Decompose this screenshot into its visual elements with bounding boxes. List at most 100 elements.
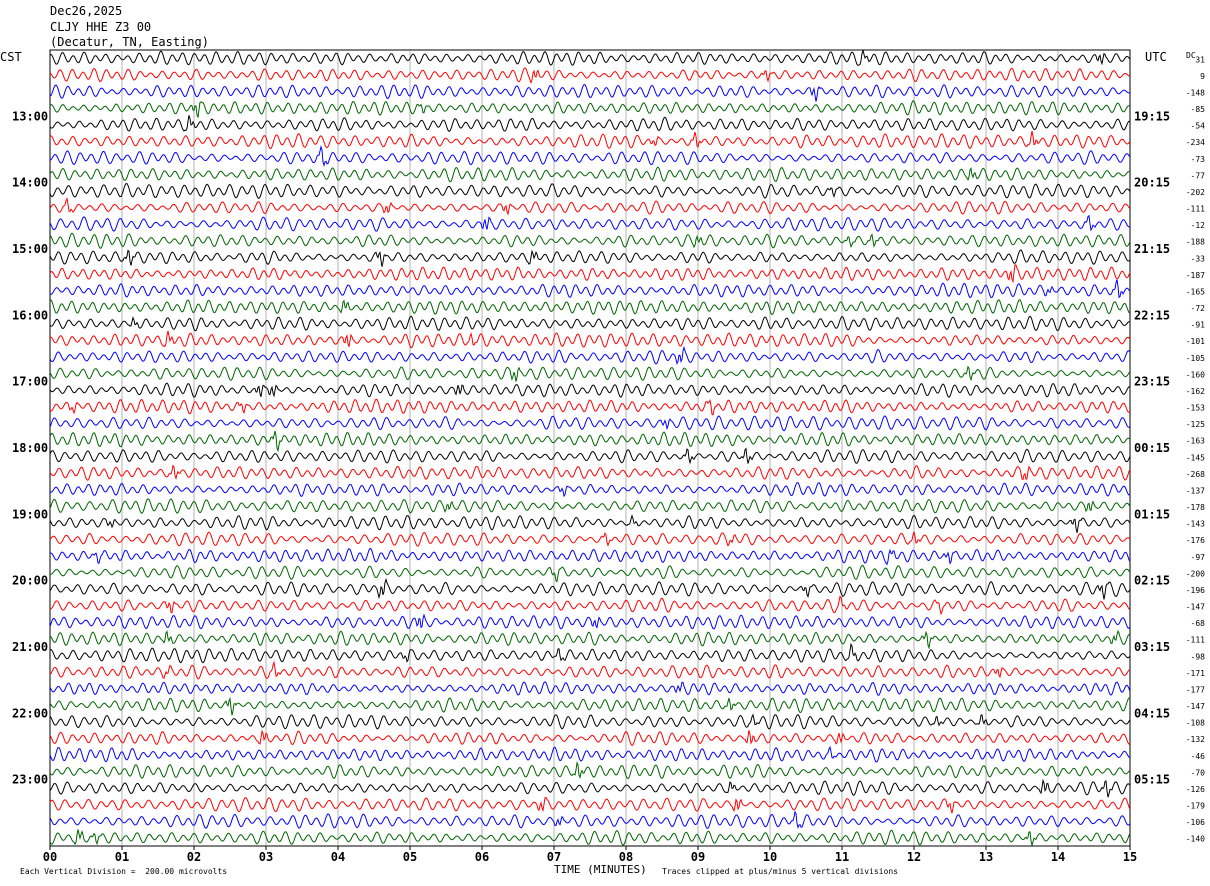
trace-row-13 [49,263,1131,284]
left-hour-label: 20:00 [12,574,48,588]
x-tick-label: 06 [475,850,489,864]
dc-label: DC [1186,51,1196,60]
x-tick-label: 01 [115,850,129,864]
dc-offset-value: -108 [1186,719,1205,728]
trace-row-40 [49,713,1131,730]
trace-row-24 [49,447,1131,465]
x-tick-label: 10 [763,850,777,864]
dc-offset-value: -171 [1186,669,1205,678]
right-hour-label: 02:15 [1134,574,1170,588]
trace-row-20 [49,382,1131,398]
x-tick-label: 05 [403,850,417,864]
left-hour-label: 19:00 [12,507,48,521]
dc-offset-value: -77 [1191,171,1206,180]
right-hour-label: 20:15 [1134,176,1170,190]
dc-offset-value: -145 [1186,453,1205,462]
trace-row-41 [49,729,1130,747]
trace-row-44 [49,778,1131,798]
dc-offset-value: -178 [1186,503,1205,512]
dc-offset-value: 31 [1195,55,1205,64]
dc-offset-value: -177 [1186,685,1205,694]
dc-offset-value: -91 [1191,321,1206,330]
dc-offset-value: -160 [1186,370,1205,379]
x-tick-label: 03 [259,850,273,864]
left-timezone-label: CST [0,50,22,64]
trace-row-3 [49,100,1131,118]
trace-row-35 [49,629,1131,650]
dc-offset-value: -85 [1191,105,1206,114]
trace-row-9 [49,196,1131,216]
dc-offset-value: -111 [1186,205,1205,214]
trace-row-17 [49,330,1131,349]
trace-row-45 [49,796,1131,814]
trace-row-18 [49,345,1131,365]
left-hour-label: 21:00 [12,640,48,654]
dc-offset-value: -200 [1186,569,1205,578]
dc-offset-value: -148 [1186,88,1205,97]
trace-row-21 [49,398,1131,416]
dc-offset-value: -73 [1191,155,1206,164]
x-tick-label: 02 [187,850,201,864]
trace-row-28 [49,514,1131,533]
x-axis-title: TIME (MINUTES) [554,863,647,876]
trace-row-7 [49,166,1131,183]
right-timezone-label: UTC [1145,50,1167,64]
trace-row-30 [49,547,1131,566]
right-hour-label: 03:15 [1134,640,1170,654]
trace-row-25 [49,464,1131,481]
dc-offset-value: -188 [1186,238,1205,247]
x-tick-label: 04 [331,850,345,864]
trace-row-37 [49,660,1131,680]
x-tick-label: 09 [691,850,705,864]
trace-row-6 [49,144,1131,167]
right-hour-label: 05:15 [1134,773,1170,787]
right-hour-label: 00:15 [1134,441,1170,455]
right-hour-label: 22:15 [1134,308,1170,322]
dc-offset-value: -101 [1186,337,1205,346]
trace-row-2 [49,84,1131,102]
dc-offset-value: -46 [1191,752,1206,761]
dc-offset-value: -126 [1186,785,1205,794]
left-hour-label: 22:00 [12,706,48,720]
dc-offset-value: 9 [1200,72,1205,81]
dc-offset-value: -106 [1186,818,1205,827]
dc-offset-value: -70 [1191,768,1206,777]
dc-offset-value: -176 [1186,536,1205,545]
dc-offset-value: -162 [1186,387,1205,396]
dc-offset-value: -234 [1186,138,1205,147]
left-hour-label: 14:00 [12,176,48,190]
dc-offset-value: -163 [1186,437,1205,446]
trace-row-26 [49,481,1131,498]
trace-row-39 [49,696,1131,716]
trace-row-19 [49,365,1131,382]
dc-offset-value: -97 [1191,553,1206,562]
x-tick-label: 13 [979,850,993,864]
right-hour-label: 01:15 [1134,507,1170,521]
trace-row-8 [49,183,1131,200]
trace-row-32 [49,577,1131,600]
left-hour-label: 18:00 [12,441,48,455]
trace-row-14 [49,279,1131,299]
plot-frame [49,49,1131,847]
header-station: CLJY HHE Z3 00 [50,20,152,34]
trace-row-47 [49,829,1131,846]
dc-offset-value: -132 [1186,735,1205,744]
trace-row-15 [49,299,1131,316]
trace-row-1 [49,67,1131,85]
dc-offset-value: -143 [1186,520,1205,529]
x-tick-label: 12 [907,850,921,864]
x-tick-label: 00 [43,850,57,864]
trace-row-43 [49,761,1131,780]
right-hour-label: 21:15 [1134,242,1170,256]
dc-offset-value: -147 [1186,702,1205,711]
dc-offset-value: -268 [1186,470,1205,479]
left-hour-label: 15:00 [12,242,48,256]
trace-row-38 [49,681,1131,696]
dc-offset-value: -153 [1186,404,1205,413]
trace-row-23 [49,430,1131,453]
trace-row-31 [49,564,1131,583]
dc-offset-value: -68 [1191,619,1206,628]
header-date: Dec26,2025 [50,4,123,18]
dc-offset-value: -54 [1191,122,1206,131]
